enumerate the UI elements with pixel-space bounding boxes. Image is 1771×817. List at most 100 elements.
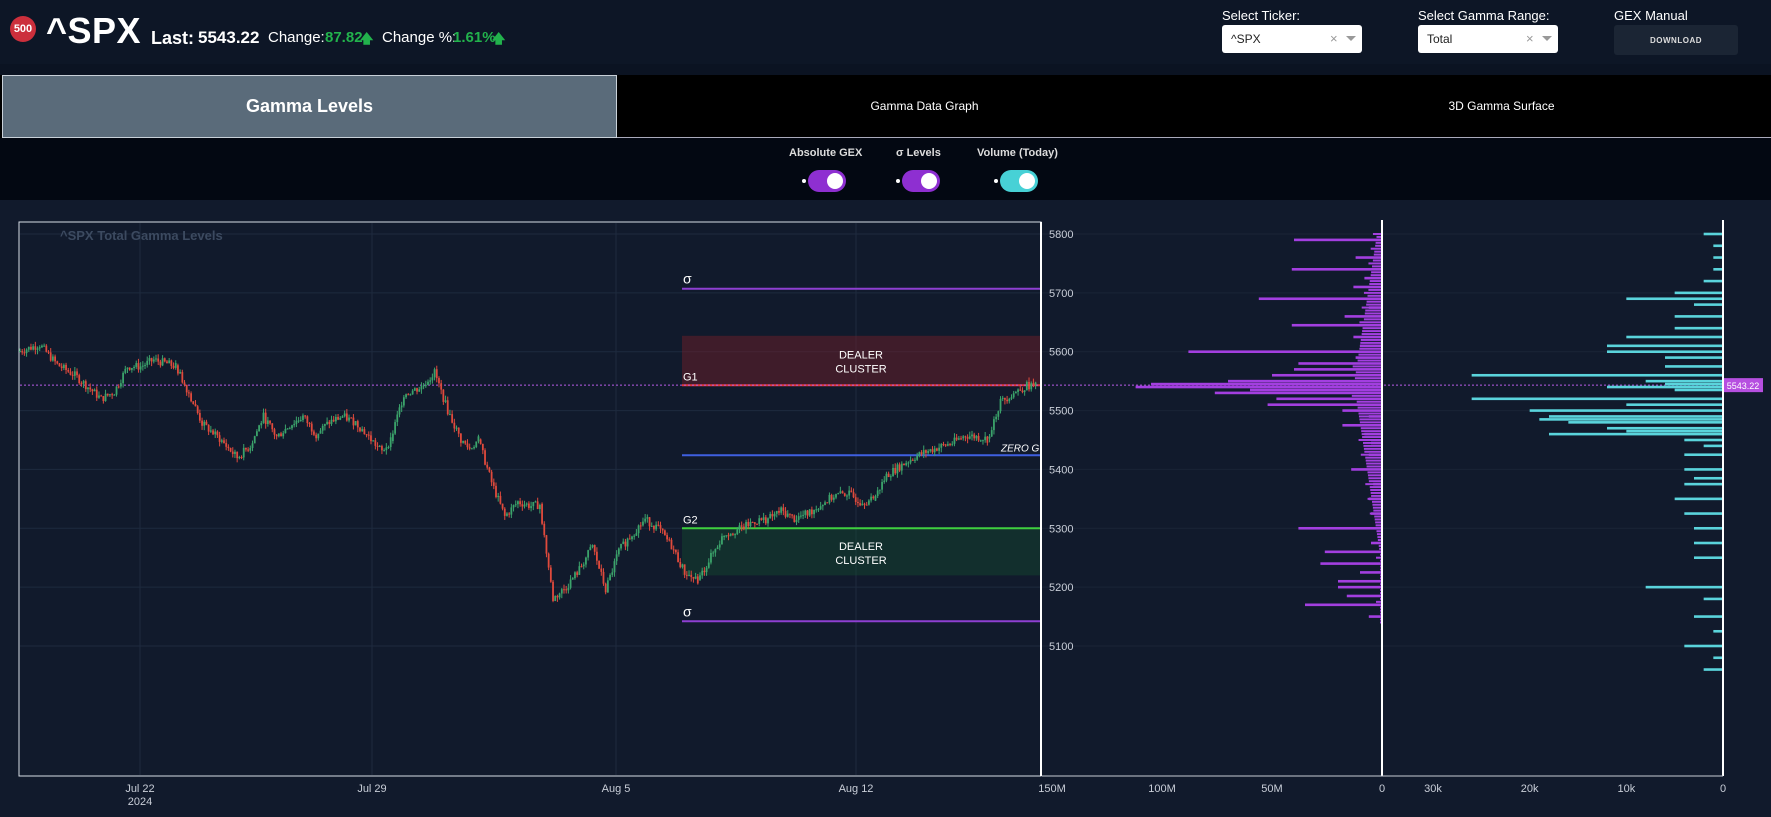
candle-body	[806, 510, 809, 516]
candle-body	[639, 525, 642, 527]
price-plot-frame	[18, 221, 1042, 777]
candle-body	[771, 513, 774, 517]
candle-body	[514, 504, 517, 506]
gex-bar-minor	[1373, 253, 1382, 256]
gex-bar-minor	[1359, 421, 1382, 424]
candle-body	[1001, 397, 1004, 399]
candle-body	[1008, 398, 1011, 402]
gex-bar-minor	[1362, 330, 1382, 333]
candle-body	[802, 514, 804, 516]
candle-body	[258, 425, 260, 432]
gex-bar-minor	[1374, 518, 1382, 521]
candle-body	[1032, 383, 1035, 385]
candle-body	[767, 518, 769, 524]
chevron-down-icon[interactable]	[1346, 36, 1356, 41]
clear-icon[interactable]: ×	[1526, 31, 1534, 46]
gex-bar-minor	[1376, 235, 1382, 238]
candle-body	[282, 433, 285, 437]
candle-body	[1010, 397, 1013, 399]
candle-body	[982, 440, 984, 442]
download-button[interactable]: DOWNLOAD	[1614, 25, 1738, 55]
gex-bar-minor	[1377, 536, 1382, 539]
candle-body	[626, 538, 629, 547]
volume-bar	[1684, 644, 1723, 648]
candle-body	[517, 501, 519, 505]
clear-icon[interactable]: ×	[1330, 31, 1338, 46]
volume-bar	[1703, 279, 1723, 283]
candle-body	[475, 441, 478, 448]
candle-body	[402, 397, 405, 406]
candle-body	[27, 346, 30, 350]
volume-bar	[1674, 291, 1723, 295]
sigma-lower-label: σ	[683, 603, 692, 619]
candle-body	[133, 366, 135, 369]
candle-body	[32, 346, 35, 350]
candle-body	[387, 447, 390, 449]
gex-bar-minor	[1376, 615, 1382, 618]
candle-body	[508, 513, 511, 515]
gamma-range-select[interactable]: Total ×	[1418, 25, 1558, 53]
toggle-knob	[827, 173, 843, 189]
gex-bar-minor	[1368, 480, 1382, 483]
candle-body	[277, 433, 280, 437]
gex-bar-minor	[1357, 403, 1382, 406]
gex-bar-minor	[1372, 503, 1382, 506]
candle-body	[723, 536, 726, 538]
volume-bar	[1713, 256, 1723, 259]
candle-body	[400, 405, 403, 408]
absolute-gex-toggle[interactable]	[802, 170, 846, 192]
candle-body	[565, 589, 568, 591]
candle-body	[166, 361, 168, 364]
gex-bar-minor	[1352, 365, 1382, 368]
gex-bar-minor	[1368, 285, 1382, 288]
candle-body	[635, 533, 638, 536]
candle-body	[835, 494, 837, 498]
ticker-select[interactable]: ^SPX ×	[1222, 25, 1362, 53]
candle-body	[745, 521, 747, 530]
candle-body	[769, 513, 772, 519]
candle-body	[944, 444, 947, 446]
gex-bar-minor	[1361, 433, 1382, 436]
tab-gamma-levels[interactable]: Gamma Levels	[2, 75, 617, 138]
gex-bar-minor	[1367, 471, 1382, 474]
tab-gamma-data-graph[interactable]: Gamma Data Graph	[617, 75, 1232, 138]
gex-bar-minor	[1365, 459, 1382, 462]
volume-today-toggle[interactable]	[994, 170, 1038, 192]
candle-body	[337, 416, 339, 420]
gex-bar	[1298, 362, 1382, 365]
candle-body	[238, 456, 241, 459]
candle-body	[460, 433, 462, 443]
gex-bar-minor	[1369, 512, 1382, 515]
candle-body	[650, 525, 653, 527]
toggle-knob	[921, 173, 937, 189]
volume-bar	[1665, 382, 1723, 386]
candlesticks	[19, 341, 1037, 603]
candle-body	[688, 574, 690, 576]
candle-body	[486, 464, 489, 468]
tab-3d-gamma-surface[interactable]: 3D Gamma Surface	[1232, 75, 1771, 138]
candle-body	[427, 381, 429, 386]
candle-body	[128, 367, 131, 370]
gex-tick-label: 100M	[1148, 783, 1176, 795]
gex-bar-minor	[1364, 312, 1382, 315]
gex-bar-minor	[1376, 530, 1382, 533]
x-tick-label: Aug 12	[839, 783, 874, 795]
gex-bar-minor	[1359, 344, 1382, 347]
candle-body	[718, 544, 721, 548]
candle-body	[106, 393, 109, 396]
candle-body	[269, 420, 271, 424]
chevron-down-icon[interactable]	[1542, 36, 1552, 41]
candle-body	[466, 443, 469, 448]
candle-body	[918, 452, 921, 456]
volume-bar	[1674, 497, 1723, 501]
gex-bar	[1320, 562, 1382, 565]
candle-body	[966, 437, 969, 439]
gamma-levels-chart[interactable]: DEALER CLUSTER DEALER CLUSTER σ G1 ZERO G G2 σ 5…	[0, 200, 1771, 817]
gex-bar-minor	[1376, 600, 1382, 603]
candle-body	[644, 518, 647, 522]
volume-bar	[1665, 356, 1723, 359]
candle-body	[751, 521, 754, 523]
sigma-levels-toggle[interactable]	[896, 170, 940, 192]
candle-body	[245, 447, 247, 450]
price-tick-label: 5100	[1049, 641, 1073, 653]
